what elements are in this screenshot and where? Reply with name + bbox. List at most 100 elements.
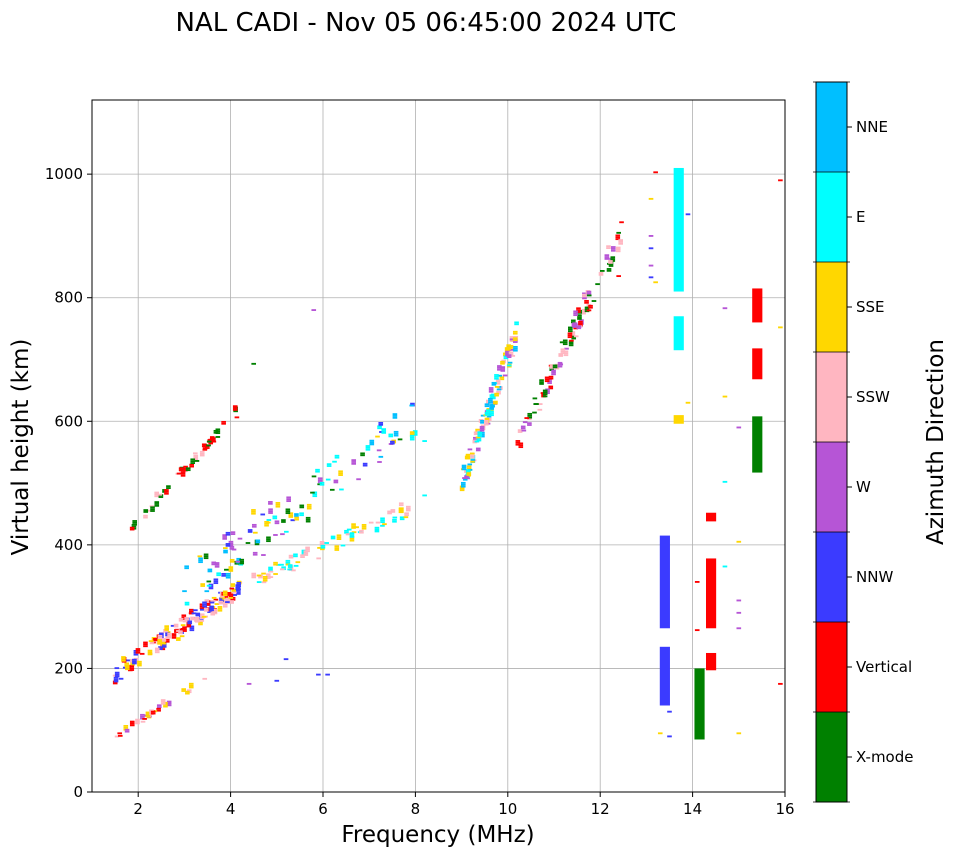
echo-cell: [381, 431, 387, 434]
echo-cell: [391, 439, 397, 442]
echo-cell: [470, 456, 475, 459]
echo-cell: [147, 653, 153, 656]
echo-cell: [486, 415, 492, 418]
echo-cell: [319, 541, 325, 543]
echo-cell: [202, 448, 208, 451]
echo-cell: [507, 365, 512, 368]
echo-cell: [146, 716, 152, 719]
echo-cell: [198, 559, 203, 562]
echo-cell: [150, 712, 156, 715]
echo-cell: [213, 598, 219, 601]
echo-cell: [507, 361, 513, 364]
echo-cell: [489, 414, 494, 417]
echo-cell: [568, 328, 573, 331]
echo-cell: [461, 466, 467, 469]
echo-cell: [562, 339, 568, 342]
echo-cell: [548, 385, 554, 388]
echo-cell: [488, 388, 494, 391]
echo-cell: [464, 455, 470, 458]
echo-cell: [293, 553, 298, 556]
echo-cell: [114, 671, 120, 674]
echo-cell: [199, 613, 205, 616]
echo-cell: [247, 530, 253, 533]
echo-cell: [610, 247, 616, 250]
echo-cell: [315, 468, 320, 471]
echo-cell: [615, 234, 621, 237]
echo-cell: [320, 544, 326, 547]
echo-cell: [586, 309, 592, 312]
echo-cell: [608, 260, 613, 262]
echo-cell: [515, 441, 521, 444]
echo-cell: [216, 572, 221, 575]
echo-cell: [273, 561, 278, 564]
echo-cell: [266, 540, 271, 543]
echo-cell: [483, 421, 489, 424]
echo-cell: [200, 585, 206, 587]
echo-cell: [518, 446, 524, 449]
echo-cell: [209, 601, 215, 604]
echo-cell: [294, 513, 299, 516]
echo-cell: [568, 344, 574, 347]
echo-cell: [217, 606, 223, 608]
echo-cell: [504, 349, 510, 351]
echo-cell: [579, 319, 584, 322]
echo-cell: [378, 423, 384, 426]
echo-cell: [143, 641, 148, 644]
echo-cell: [219, 597, 224, 600]
echo-cell: [293, 564, 299, 567]
echo-cell: [140, 720, 146, 723]
echo-cell: [252, 553, 258, 556]
echo-cell: [494, 385, 500, 388]
echo-cell: [129, 724, 135, 727]
echo-cell: [333, 479, 339, 482]
echo-mark: [648, 235, 654, 237]
echo-cell: [140, 713, 145, 716]
echo-mark: [274, 679, 280, 682]
echo-cell: [161, 645, 167, 648]
echo-cell: [202, 443, 208, 446]
echo-cell: [534, 403, 539, 405]
echo-cell: [234, 562, 240, 565]
echo-cell: [351, 526, 356, 529]
echo-cell: [181, 688, 187, 691]
echo-cell: [268, 568, 273, 571]
echo-cell: [295, 561, 301, 564]
echo-cell: [568, 330, 573, 333]
echo-cell: [475, 436, 481, 439]
echo-cell: [489, 407, 494, 410]
echo-cell: [275, 503, 281, 506]
echo-cell: [280, 533, 285, 536]
echo-cell: [349, 532, 355, 535]
echo-cell: [377, 425, 382, 428]
echo-cell: [390, 440, 395, 443]
echo-cell: [288, 567, 294, 569]
echo-cell: [489, 406, 494, 408]
echo-cell: [406, 509, 411, 512]
echo-cell: [537, 403, 543, 406]
echo-cell: [351, 461, 357, 463]
echo-cell: [202, 601, 207, 604]
echo-cell: [374, 526, 380, 529]
echo-cell: [133, 657, 139, 660]
echo-cell: [479, 426, 485, 428]
echo-cell: [369, 443, 375, 446]
echo-cell: [160, 702, 166, 705]
echo-cell: [157, 493, 163, 496]
echo-cell: [211, 563, 217, 566]
echo-cell: [539, 382, 544, 385]
echo-cell: [251, 512, 256, 515]
echo-cell: [124, 668, 130, 671]
echo-cell: [228, 569, 234, 572]
echo-cell: [180, 472, 186, 475]
echo-cell: [268, 570, 274, 573]
echo-cell: [288, 514, 294, 517]
echo-cell: [466, 472, 472, 475]
echo-cell: [473, 431, 479, 434]
echo-cell: [509, 348, 515, 351]
echo-cell: [497, 366, 502, 369]
echo-cell: [336, 536, 342, 539]
echo-cell: [198, 557, 203, 560]
echo-cell: [582, 292, 587, 295]
echo-cell: [268, 576, 274, 579]
echo-cell: [477, 433, 483, 436]
